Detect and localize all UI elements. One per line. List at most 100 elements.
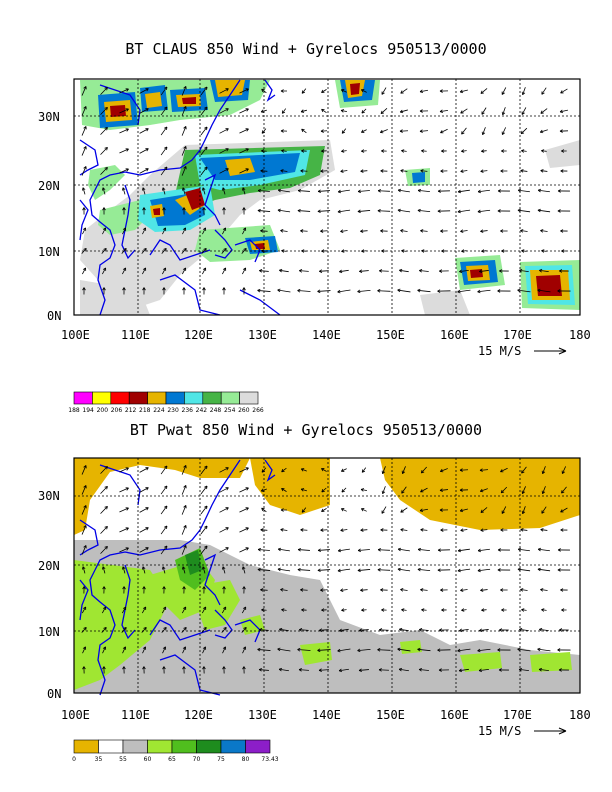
wind-arrow: [301, 88, 307, 94]
wind-arrow: [280, 89, 288, 93]
colorbar-swatch: [220, 739, 246, 754]
wind-arrow: [381, 87, 387, 95]
wind-arrow: [557, 289, 571, 293]
wind-arrow: [162, 586, 166, 594]
wind-arrow: [400, 507, 408, 513]
wind-arrow: [398, 667, 409, 672]
wind-arrow: [360, 89, 367, 93]
wind-arrow: [520, 229, 528, 233]
wind-arrow: [81, 187, 86, 195]
wind-arrow: [122, 227, 127, 235]
wind-arrow: [537, 647, 551, 652]
wind-arrow: [501, 249, 507, 253]
wind-arrow: [360, 169, 368, 173]
wind-key-label: 15 M/S: [478, 344, 521, 358]
wind-arrow: [537, 208, 551, 213]
wind-arrow: [360, 528, 368, 532]
wind-arrow: [219, 128, 229, 134]
map1-colorbar: 188 194 200 206 212 218 224 230 236 242 248 254 260 2…: [68, 391, 264, 414]
wind-arrow: [182, 646, 187, 654]
lon-label: 150E: [376, 328, 405, 342]
wind-arrow: [560, 229, 568, 233]
wind-arrow: [500, 588, 508, 592]
wind-arrow: [101, 187, 106, 195]
wind-arrow: [479, 488, 488, 493]
wind-arrow: [162, 227, 167, 235]
wind-arrow: [82, 207, 86, 215]
wind-arrow: [181, 247, 187, 254]
wind-arrow: [122, 586, 126, 594]
wind-arrow: [361, 129, 367, 133]
wind-arrow: [360, 229, 368, 233]
wind-arrow: [222, 666, 226, 674]
wind-arrow: [277, 647, 291, 652]
wind-arrow: [517, 647, 531, 652]
wind-arrow: [481, 249, 487, 253]
wind-arrow: [320, 588, 328, 592]
wind-arrow: [477, 648, 491, 653]
wind-arrow: [480, 88, 488, 94]
wind-arrow: [257, 288, 271, 293]
wind-arrow: [539, 627, 549, 632]
wind-arrow: [418, 667, 429, 672]
wind-arrow: [400, 229, 408, 233]
wind-arrow: [239, 148, 249, 154]
wind-arrow: [420, 528, 428, 532]
wind-arrow: [100, 486, 108, 494]
wind-arrow: [241, 606, 247, 614]
wind-arrow: [281, 487, 287, 492]
wind-arrow: [299, 628, 309, 632]
wind-arrow: [259, 269, 269, 273]
map1-lat-labels: 30N 20N 10N 0N: [38, 110, 61, 323]
wind-arrow: [497, 568, 511, 572]
wind-arrow: [521, 506, 526, 515]
wind-arrow: [279, 268, 289, 273]
wind-arrow: [277, 208, 291, 213]
wind-arrow: [280, 129, 288, 133]
wind-arrow: [457, 648, 471, 653]
wind-arrow: [341, 249, 347, 253]
wind-arrow: [242, 287, 246, 295]
wind-arrow: [340, 89, 347, 93]
wind-arrow: [341, 128, 347, 134]
wind-arrow: [561, 466, 567, 474]
wind-arrow: [201, 626, 207, 633]
wind-arrow: [82, 586, 86, 594]
wind-arrow: [457, 289, 471, 294]
wind-arrow: [521, 149, 527, 153]
wind-arrow: [100, 147, 108, 155]
wind-arrow: [297, 647, 311, 652]
wind-arrow: [479, 468, 489, 472]
wind-arrow: [82, 666, 86, 674]
wind-arrow: [417, 647, 431, 652]
wind-arrow: [419, 89, 429, 94]
wind-arrow: [420, 466, 427, 474]
wind-arrow: [141, 247, 147, 254]
wind-arrow: [377, 189, 390, 193]
wind-arrow: [181, 626, 187, 633]
wind-arrow: [380, 169, 388, 173]
wind-arrow: [160, 166, 168, 176]
wind-arrow: [480, 588, 488, 592]
wind-arrow: [497, 289, 511, 293]
wind-arrow: [81, 465, 87, 475]
wind-arrow: [100, 127, 108, 135]
wind-arrow: [401, 486, 407, 494]
wind-vectors: [81, 465, 571, 674]
wind-arrow: [357, 548, 370, 553]
wind-arrow: [300, 488, 307, 492]
wind-arrow: [377, 568, 391, 572]
wind-arrow: [537, 547, 550, 552]
wind-arrow: [201, 566, 206, 574]
wind-arrow: [357, 209, 371, 214]
wind-arrow: [500, 229, 508, 233]
wind-arrow: [102, 227, 107, 235]
wind-arrow: [239, 487, 249, 493]
wind-arrow: [361, 149, 367, 153]
wind-arrow: [81, 606, 87, 614]
wind-arrow: [161, 606, 167, 614]
wind-arrow: [297, 547, 310, 552]
wind-arrow: [417, 547, 430, 552]
wind-arrow: [102, 287, 106, 295]
wind-arrow: [139, 88, 149, 94]
